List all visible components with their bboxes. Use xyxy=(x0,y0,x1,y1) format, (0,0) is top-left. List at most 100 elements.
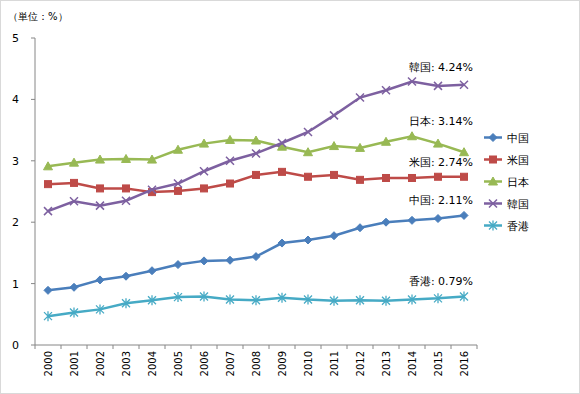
annotation: 香港: 0.79% xyxy=(409,275,473,288)
legend-marker xyxy=(489,177,498,185)
point-marker xyxy=(434,215,442,223)
point-marker xyxy=(175,187,182,194)
annotation: 日本: 3.14% xyxy=(409,115,473,128)
point-marker xyxy=(356,94,364,102)
legend-label: 香港 xyxy=(507,220,529,233)
point-marker xyxy=(382,218,390,226)
point-marker xyxy=(97,185,104,192)
point-marker xyxy=(123,185,130,192)
x-tick-label: 2014 xyxy=(407,351,418,376)
x-tick-label: 2011 xyxy=(329,351,340,376)
point-marker xyxy=(226,295,234,305)
point-marker xyxy=(122,272,130,280)
x-tick-label: 2006 xyxy=(199,351,210,376)
point-marker xyxy=(200,257,208,265)
point-marker xyxy=(356,295,364,305)
point-marker xyxy=(148,267,156,275)
x-tick-label: 2004 xyxy=(147,351,158,376)
point-marker xyxy=(461,173,468,180)
annotation: 中国: 2.11% xyxy=(409,194,473,207)
point-marker xyxy=(226,256,234,264)
y-tick xyxy=(31,283,35,284)
legend-marker xyxy=(489,200,497,208)
x-tick xyxy=(217,345,218,349)
point-marker xyxy=(70,158,79,166)
series-line xyxy=(48,172,464,192)
y-tick xyxy=(31,38,35,39)
series-line xyxy=(48,82,464,212)
x-tick xyxy=(35,345,36,349)
legend-label: 中国 xyxy=(507,132,529,145)
y-tick-label: 3 xyxy=(12,155,19,168)
chart-frame xyxy=(1,1,580,394)
x-tick-label: 2013 xyxy=(381,351,392,376)
x-tick-label: 2000 xyxy=(43,351,54,376)
point-marker xyxy=(122,298,130,308)
point-marker xyxy=(330,142,339,150)
x-tick xyxy=(321,345,322,349)
point-marker xyxy=(383,174,390,181)
x-tick xyxy=(425,345,426,349)
y-tick xyxy=(31,222,35,223)
x-tick-label: 2008 xyxy=(251,351,262,376)
x-tick xyxy=(399,345,400,349)
point-marker xyxy=(434,293,442,303)
x-tick xyxy=(451,345,452,349)
plot-area xyxy=(44,78,469,322)
legend-marker xyxy=(489,221,497,231)
point-marker xyxy=(304,236,312,244)
point-marker xyxy=(200,291,208,301)
series-line xyxy=(48,215,464,290)
point-marker xyxy=(408,78,416,86)
x-tick-label: 2009 xyxy=(277,351,288,376)
legend-label: 米国 xyxy=(507,154,529,167)
point-marker xyxy=(71,179,78,186)
x-tick-label: 2007 xyxy=(225,351,236,376)
point-marker xyxy=(96,202,104,210)
point-marker xyxy=(460,291,468,301)
chart: （単位：%）0123452000200120022003200420052006… xyxy=(0,0,580,394)
point-marker xyxy=(70,283,78,291)
point-marker xyxy=(70,197,78,205)
y-tick-label: 4 xyxy=(12,93,19,106)
point-marker xyxy=(330,111,338,119)
point-marker xyxy=(331,171,338,178)
point-marker xyxy=(408,295,416,305)
point-marker xyxy=(435,173,442,180)
point-marker xyxy=(122,154,131,162)
x-axis xyxy=(35,345,477,346)
point-marker xyxy=(253,171,260,178)
legend-marker xyxy=(489,134,497,142)
x-tick xyxy=(165,345,166,349)
point-marker xyxy=(356,224,364,232)
x-tick-label: 2015 xyxy=(433,351,444,376)
point-marker xyxy=(409,174,416,181)
y-tick-label: 1 xyxy=(12,278,19,291)
point-marker xyxy=(44,311,52,321)
x-tick xyxy=(113,345,114,349)
point-marker xyxy=(226,135,235,143)
point-marker xyxy=(200,139,209,147)
x-tick-label: 2003 xyxy=(121,351,132,376)
point-marker xyxy=(174,292,182,302)
y-tick xyxy=(31,345,35,346)
point-marker xyxy=(304,295,312,305)
legend: 中国米国日本韓国香港 xyxy=(484,132,529,233)
point-marker xyxy=(174,145,183,153)
point-marker xyxy=(226,157,234,165)
point-marker xyxy=(252,149,260,157)
point-marker xyxy=(96,304,104,314)
x-tick xyxy=(61,345,62,349)
point-marker xyxy=(305,173,312,180)
y-tick-label: 2 xyxy=(12,216,19,229)
point-marker xyxy=(460,211,468,219)
point-marker xyxy=(278,293,286,303)
point-marker xyxy=(356,143,365,151)
x-tick xyxy=(269,345,270,349)
series-line xyxy=(48,136,464,166)
x-tick xyxy=(191,345,192,349)
legend-marker xyxy=(490,156,497,163)
point-marker xyxy=(44,162,53,170)
point-marker xyxy=(330,296,338,306)
y-tick-label: 5 xyxy=(12,32,19,45)
